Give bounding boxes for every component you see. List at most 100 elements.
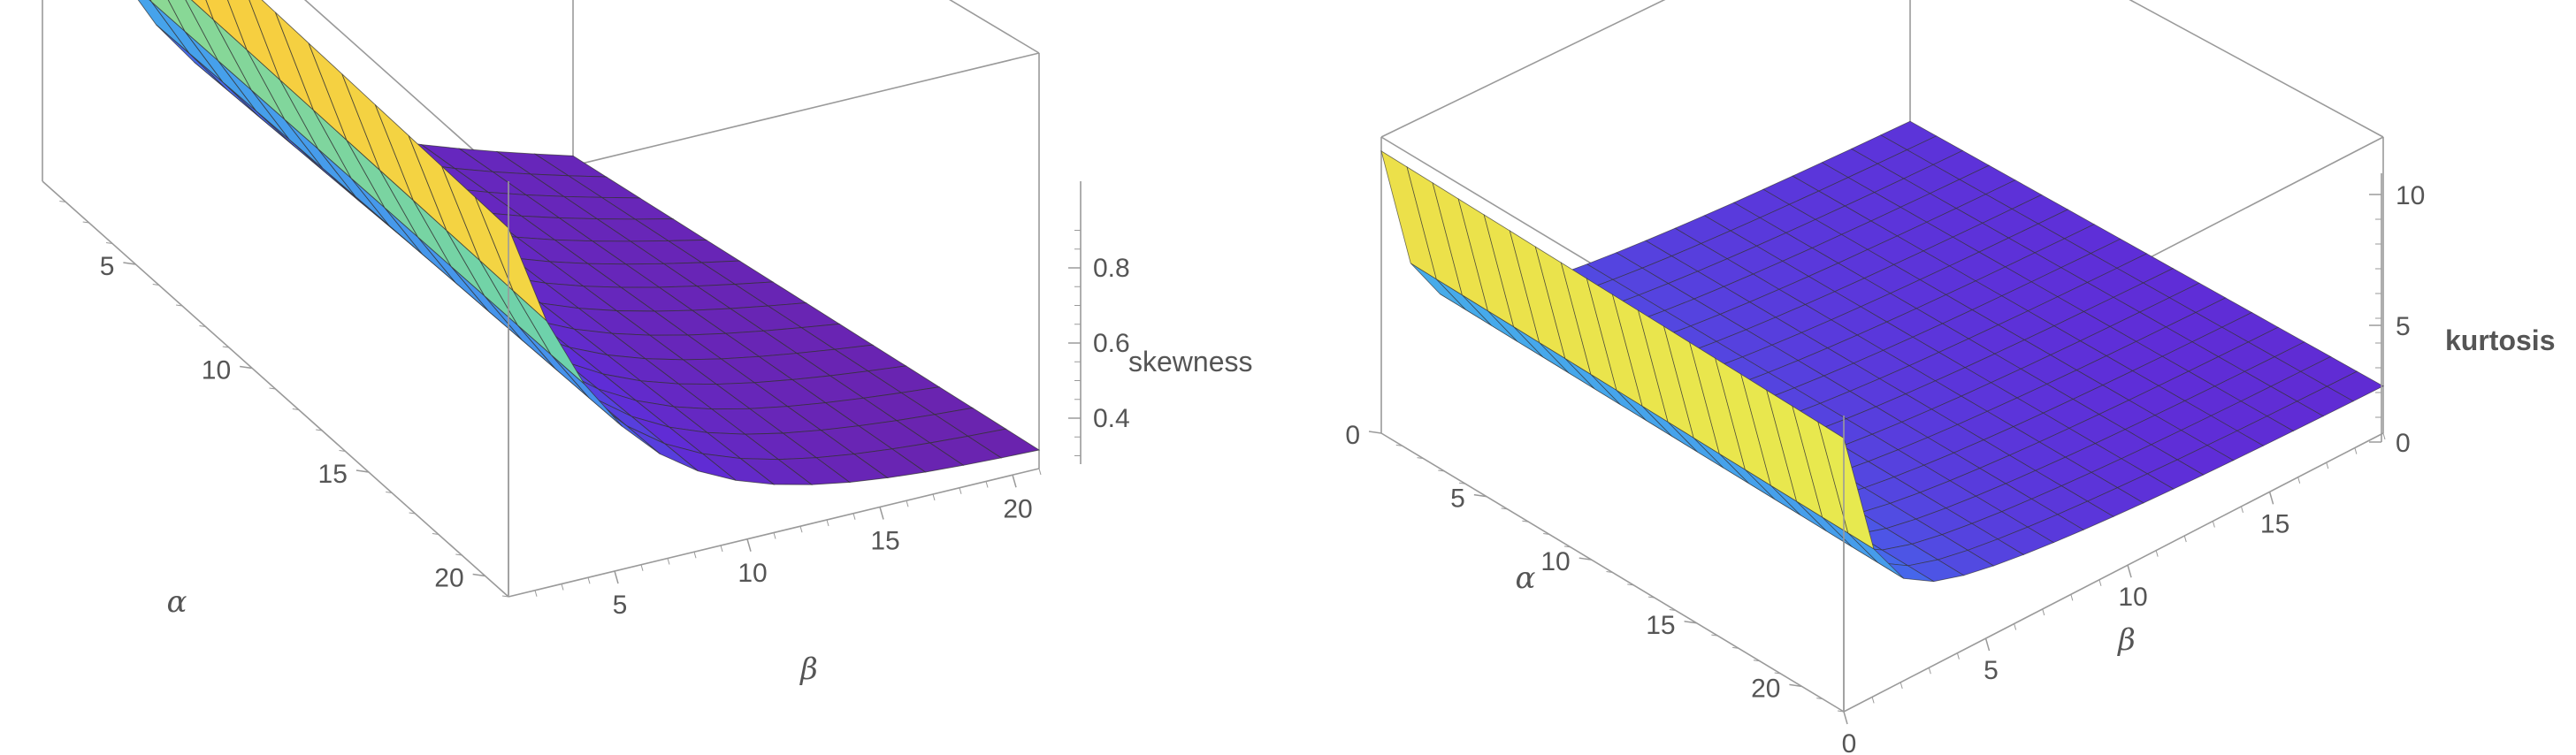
alpha-tick-label: 20 [434, 564, 463, 593]
alpha-minor-tick [1438, 469, 1445, 472]
alpha-tick-mark [1368, 431, 1382, 434]
z-tick-label: 0 [2396, 429, 2411, 458]
alpha-minor-tick [1627, 583, 1634, 586]
beta-minor-tick [614, 570, 617, 578]
alpha-tick-label: 15 [1646, 611, 1675, 640]
alpha-minor-tick [246, 367, 253, 369]
surface-patch [1817, 421, 1875, 550]
alpha-minor-tick [1795, 684, 1802, 687]
beta-minor-tick [852, 513, 856, 520]
kurtosis-surface [1380, 120, 2384, 583]
alpha-minor-tick [1585, 558, 1592, 561]
alpha-minor-tick [1563, 545, 1571, 548]
alpha-axis-label: α [1516, 561, 1536, 596]
beta-minor-tick [1985, 637, 1989, 645]
beta-minor-tick [2014, 623, 2017, 630]
beta-minor-tick [2354, 447, 2358, 454]
alpha-tick-label: 20 [1751, 674, 1780, 703]
beta-minor-tick [2382, 432, 2386, 440]
beta-minor-tick [534, 590, 538, 597]
alpha-minor-tick [176, 304, 183, 307]
beta-minor-tick [959, 487, 962, 494]
skewness-surface-plot: 5 10 15 20 α 5 10 15 20 β 0.4 0.6 0.8 skewness [42, 0, 1253, 687]
beta-minor-tick [1928, 667, 1931, 675]
beta-minor-tick [2042, 608, 2045, 616]
beta-tick-label: 5 [1984, 656, 1999, 685]
beta-minor-tick [1012, 475, 1015, 482]
z-axis-label: skewness [1128, 346, 1253, 378]
surface-patch [474, 196, 547, 322]
alpha-minor-tick [1669, 608, 1676, 611]
alpha-minor-tick [432, 533, 440, 535]
alpha-minor-tick [362, 470, 369, 473]
beta-tick-label: 15 [870, 527, 899, 556]
box-edge [1380, 0, 1666, 138]
box-edge [2129, 0, 2384, 138]
alpha-minor-tick [1395, 444, 1403, 446]
alpha-tick-label: 10 [202, 356, 231, 385]
alpha-tick-label: 5 [100, 252, 115, 281]
beta-minor-tick [1956, 652, 1960, 660]
beta-minor-tick [1038, 468, 1042, 476]
beta-minor-tick [932, 493, 936, 501]
beta-minor-tick [2297, 477, 2301, 484]
beta-minor-tick [2098, 579, 2102, 586]
z-tick-label: 0.4 [1093, 404, 1130, 433]
beta-minor-tick [1871, 697, 1875, 704]
beta-minor-tick [2269, 492, 2273, 499]
beta-axis-label: β [2116, 622, 2136, 658]
beta-axis-label: β [799, 652, 818, 687]
beta-tick-label: 0 [1842, 729, 1857, 755]
alpha-minor-tick [501, 595, 509, 598]
beta-minor-tick [2240, 506, 2243, 514]
alpha-minor-tick [1479, 495, 1487, 498]
alpha-minor-tick [409, 512, 416, 515]
alpha-minor-tick [1690, 622, 1697, 624]
skewness-surface [137, 0, 1041, 485]
alpha-minor-tick [269, 387, 276, 390]
beta-minor-tick [746, 538, 750, 545]
alpha-minor-tick [1606, 571, 1613, 573]
beta-minor-tick [2155, 550, 2159, 557]
beta-tick-label: 20 [1003, 494, 1032, 523]
alpha-minor-tick [1543, 533, 1550, 536]
beta-minor-tick [1900, 682, 1903, 689]
alpha-minor-tick [292, 408, 299, 410]
alpha-minor-tick [1774, 672, 1781, 675]
beta-tick-label: 10 [738, 559, 767, 588]
alpha-minor-tick [339, 450, 346, 452]
alpha-minor-tick [1837, 710, 1845, 713]
box-edge [949, 0, 1040, 54]
beta-minor-tick [720, 545, 723, 553]
beta-minor-tick [2127, 565, 2130, 572]
beta-minor-tick [561, 583, 564, 591]
beta-minor-tick [667, 558, 670, 565]
beta-tick-label: 10 [2118, 583, 2147, 612]
alpha-axis-label: α [167, 584, 187, 620]
alpha-minor-tick [152, 284, 159, 286]
box-edge [508, 52, 1040, 182]
alpha-minor-tick [1732, 646, 1739, 649]
alpha-minor-tick [316, 429, 323, 431]
beta-tick-mark [1843, 711, 1848, 725]
z-tick-label: 0.6 [1093, 329, 1130, 358]
beta-minor-tick [906, 500, 909, 507]
beta-minor-tick [2070, 594, 2074, 601]
alpha-minor-tick [1647, 596, 1655, 599]
box-edge [1843, 432, 2384, 713]
beta-minor-tick [640, 564, 644, 571]
beta-minor-tick [693, 552, 697, 559]
alpha-tick-label: 10 [1540, 547, 1570, 576]
alpha-tick-label: 15 [318, 460, 348, 489]
alpha-minor-tick [1711, 634, 1718, 637]
alpha-minor-tick [199, 325, 206, 327]
z-tick-label: 0.8 [1093, 254, 1130, 283]
box-edge [303, 0, 509, 182]
beta-minor-tick [587, 577, 591, 584]
z-tick-label: 5 [2396, 312, 2411, 341]
beta-minor-tick [773, 532, 776, 539]
alpha-minor-tick [1522, 520, 1529, 522]
beta-tick-label: 15 [2260, 509, 2289, 538]
z-axis-label: kurtosis [2445, 324, 2555, 356]
